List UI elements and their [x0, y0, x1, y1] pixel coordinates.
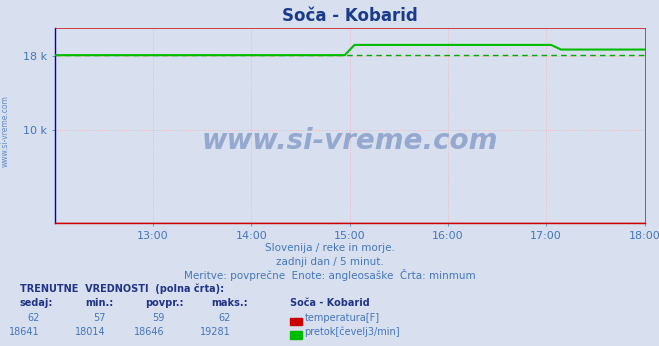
Text: Soča - Kobarid: Soča - Kobarid	[290, 298, 370, 308]
Text: 18646: 18646	[134, 327, 165, 337]
Text: sedaj:: sedaj:	[20, 298, 53, 308]
Text: TRENUTNE  VREDNOSTI  (polna črta):: TRENUTNE VREDNOSTI (polna črta):	[20, 284, 224, 294]
Title: Soča - Kobarid: Soča - Kobarid	[282, 7, 417, 25]
Text: Meritve: povprečne  Enote: angleosaške  Črta: minmum: Meritve: povprečne Enote: angleosaške Čr…	[184, 268, 475, 281]
Text: 62: 62	[218, 313, 231, 323]
Text: 18014: 18014	[75, 327, 105, 337]
Text: 18641: 18641	[9, 327, 40, 337]
Text: 59: 59	[152, 313, 165, 323]
Text: 57: 57	[93, 313, 105, 323]
Text: zadnji dan / 5 minut.: zadnji dan / 5 minut.	[275, 257, 384, 267]
Text: www.si-vreme.com: www.si-vreme.com	[1, 95, 10, 167]
Text: maks.:: maks.:	[211, 298, 248, 308]
Text: 62: 62	[27, 313, 40, 323]
Text: min.:: min.:	[86, 298, 114, 308]
Text: povpr.:: povpr.:	[145, 298, 183, 308]
Text: Slovenija / reke in morje.: Slovenija / reke in morje.	[264, 243, 395, 253]
Text: www.si-vreme.com: www.si-vreme.com	[202, 127, 498, 155]
Text: pretok[čevelj3/min]: pretok[čevelj3/min]	[304, 326, 400, 337]
Text: temperatura[F]: temperatura[F]	[304, 313, 380, 323]
Text: 19281: 19281	[200, 327, 231, 337]
